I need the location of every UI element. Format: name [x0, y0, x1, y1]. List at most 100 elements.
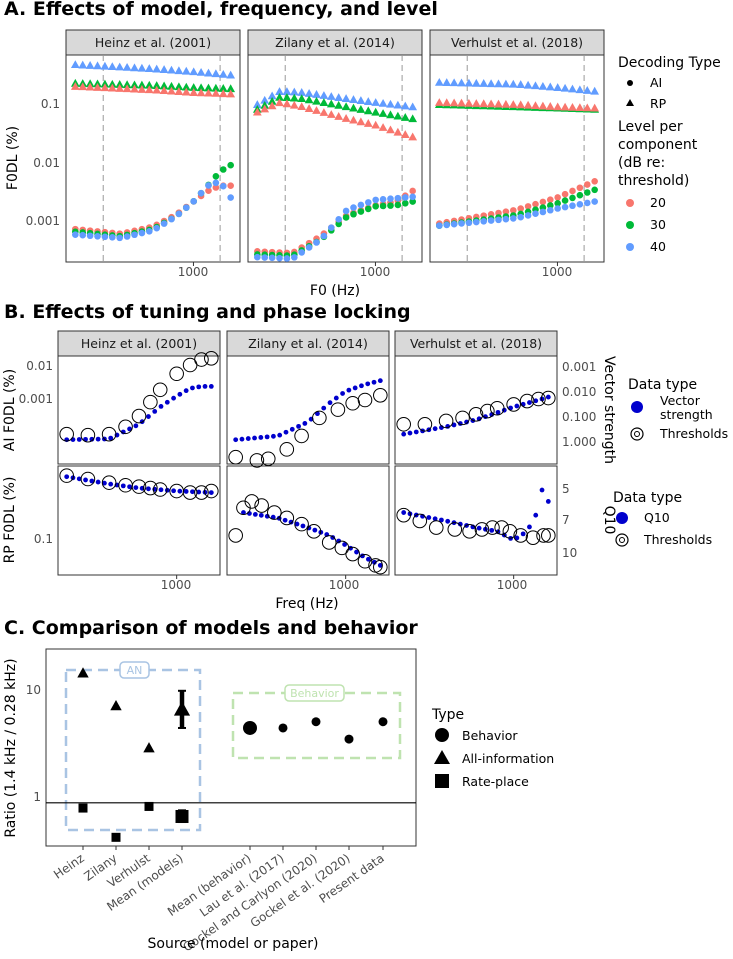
- b-threshold-point: [204, 483, 219, 499]
- a-rp-point: [457, 78, 466, 87]
- a-rp-point: [464, 78, 474, 87]
- b-strip-verhulst: [394, 330, 558, 357]
- a-rp-point: [319, 108, 329, 116]
- b-vector-strength-point: [407, 430, 413, 436]
- a-rp-point: [575, 103, 585, 112]
- a-rp-point: [538, 101, 548, 110]
- a-rp-point: [196, 88, 206, 97]
- a-rp-point: [226, 84, 236, 93]
- a-ai-point: [546, 206, 554, 214]
- a-strip-heinz: [65, 29, 241, 56]
- a-x-axis-title: F0 (Hz): [310, 283, 360, 299]
- a-rp-point: [85, 61, 95, 69]
- a-ai-point: [436, 222, 443, 229]
- b-threshold-point: [334, 540, 350, 556]
- b-vector-strength-point: [352, 385, 358, 391]
- a-ai-point: [227, 182, 234, 189]
- a-rp-point: [218, 69, 228, 78]
- a-ai-point: [510, 215, 517, 222]
- a-ai-point: [495, 209, 502, 217]
- b-y-tick-label: 0.01: [26, 359, 53, 373]
- a-ai-point: [409, 193, 416, 201]
- a-ai-point: [123, 233, 131, 240]
- b-panel-ai-zilany: [226, 355, 390, 465]
- a-ai-point: [539, 208, 547, 216]
- b-vector-strength-point: [264, 434, 270, 440]
- b-q10-point: [539, 487, 545, 493]
- b-x-axis-title: Freq (Hz): [275, 596, 338, 612]
- a-ai-point: [591, 198, 598, 205]
- b-vector-strength-point: [283, 429, 289, 435]
- c-legend-rateplace-label: Rate-place: [462, 774, 529, 789]
- b-q10-point: [241, 510, 246, 515]
- a-rp-point: [545, 82, 555, 91]
- a-x-tick-label: 1000: [542, 265, 573, 279]
- a-legend-ai-key: [627, 80, 633, 86]
- b-threshold-point: [80, 427, 96, 443]
- a-rp-point: [167, 86, 176, 95]
- b-q10-point: [354, 549, 359, 555]
- a-rp-point: [260, 95, 270, 104]
- a-rp-point: [174, 82, 184, 91]
- a-rp-point: [211, 69, 221, 78]
- a-rp-point: [289, 100, 299, 109]
- b-threshold-point: [455, 410, 470, 426]
- a-ai-point: [227, 194, 234, 201]
- b-legend-thr2-key: [615, 533, 629, 547]
- a-rp-point: [289, 87, 299, 96]
- b-vector-strength-point: [302, 421, 308, 426]
- c-y-axis-title: Ratio (1.4 kHz / 0.28 kHz): [3, 658, 19, 837]
- b-q10-point: [300, 523, 306, 529]
- a-rp-point: [289, 93, 299, 102]
- a-rp-point: [252, 107, 262, 116]
- a-rp-point: [386, 99, 395, 108]
- a-rp-point: [400, 113, 410, 121]
- a-rp-point: [341, 94, 351, 102]
- a-rp-point: [115, 80, 125, 88]
- b-vector-strength-point: [346, 387, 352, 393]
- b-threshold-point: [357, 553, 373, 569]
- b-y-tick-label: 0.1: [34, 532, 53, 546]
- a-ai-point: [495, 216, 502, 224]
- b-threshold-point: [468, 406, 484, 422]
- a-ai-point: [276, 254, 283, 262]
- a-ai-point: [298, 249, 306, 256]
- a-rp-point: [326, 92, 336, 100]
- a-rp-point: [275, 87, 284, 95]
- b-q10-point: [288, 519, 294, 525]
- a-legend-level40-label: 40: [650, 239, 666, 254]
- a-rp-point: [78, 60, 88, 69]
- a-ai-point: [539, 198, 547, 206]
- a-ai-point: [219, 182, 227, 190]
- a-ai-point: [465, 219, 473, 227]
- a-rp-point: [297, 88, 307, 96]
- b-vector-strength-point: [377, 378, 383, 384]
- b-vector-strength-point: [533, 398, 539, 404]
- a-ai-point: [320, 232, 328, 240]
- c-legend-title: Type: [431, 707, 464, 723]
- a-ai-point: [190, 198, 197, 205]
- a-rp-point: [516, 80, 526, 89]
- b-threshold-point: [143, 394, 158, 410]
- a-rp-point: [144, 80, 154, 89]
- a-ai-point: [583, 189, 591, 196]
- b-q10-point: [64, 474, 70, 480]
- a-rp-point: [100, 83, 110, 92]
- a-rp-point: [267, 91, 277, 100]
- a-ai-point: [510, 207, 517, 214]
- b-x-tick-label: 1000: [329, 578, 360, 592]
- a-ai-point: [268, 254, 276, 262]
- a-rp-point: [85, 82, 95, 91]
- a-rp-point: [282, 99, 292, 108]
- b-threshold-point: [447, 522, 463, 537]
- c-panel: [45, 648, 417, 847]
- b-vector-strength-point: [321, 405, 327, 411]
- a-rp-point: [218, 84, 228, 92]
- b-vector-strength-point: [208, 383, 214, 389]
- b-q10-point: [401, 510, 407, 515]
- a-rp-point: [70, 81, 80, 90]
- b-vector-strength-point: [258, 435, 264, 440]
- a-ai-point: [569, 194, 576, 202]
- a-ai-point: [283, 255, 291, 262]
